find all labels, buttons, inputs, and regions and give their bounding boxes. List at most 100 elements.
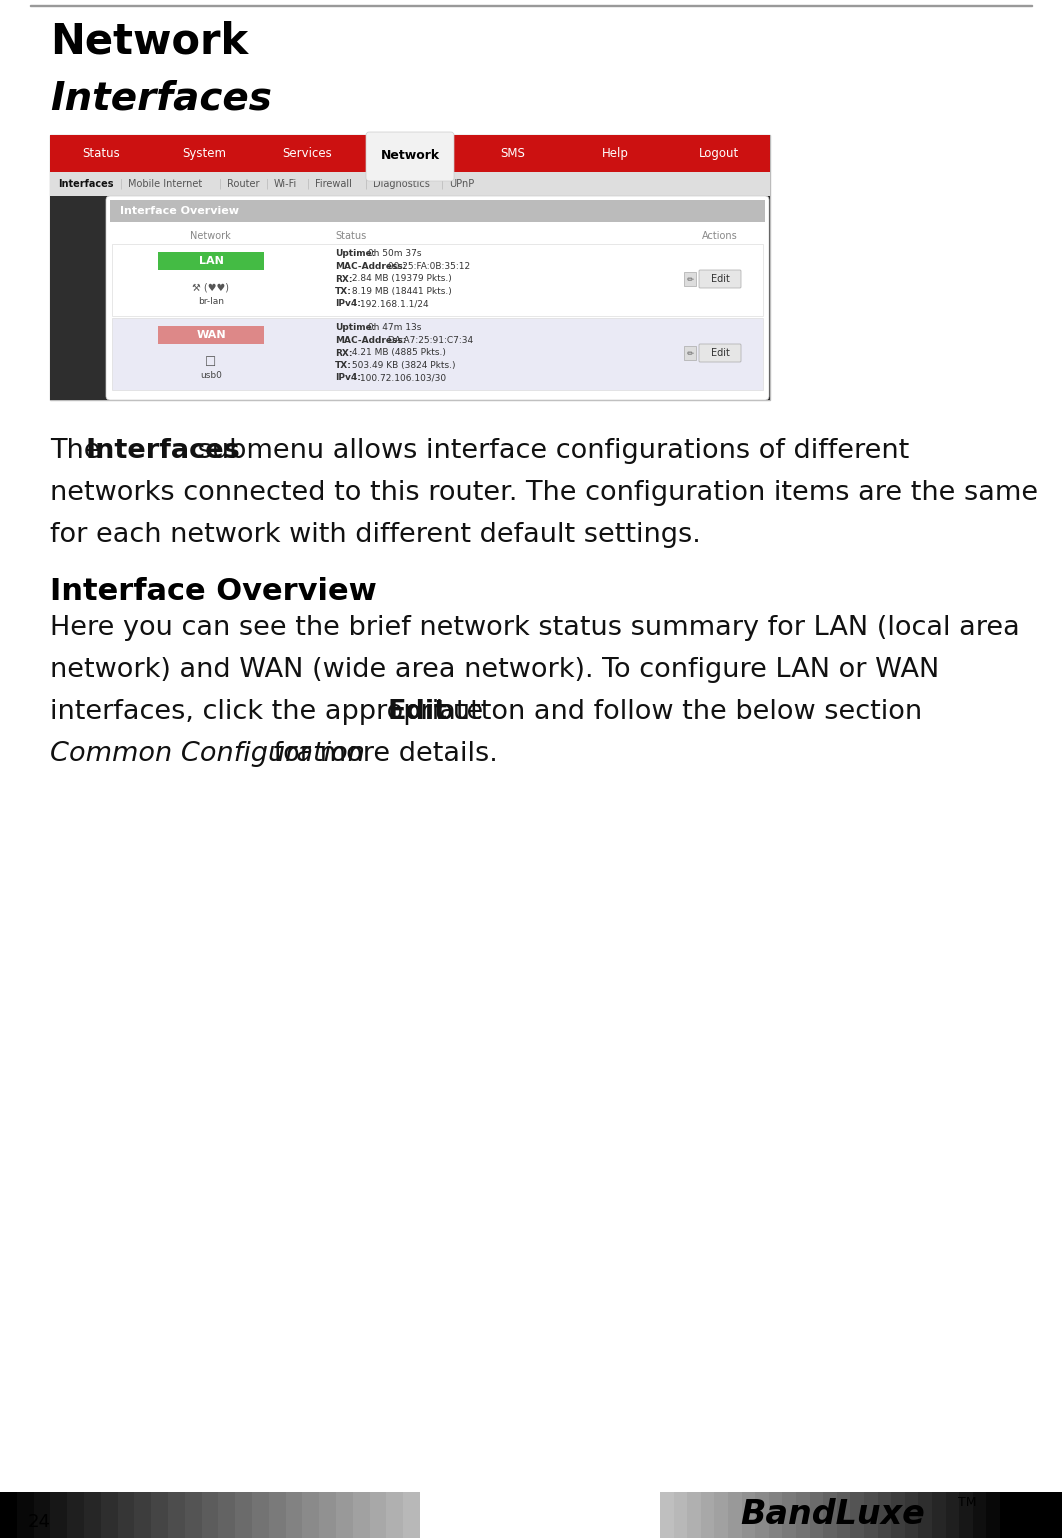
Text: TM: TM bbox=[958, 1495, 976, 1509]
Bar bbox=[864, 1492, 878, 1538]
Bar bbox=[673, 1492, 688, 1538]
Text: Interface Overview: Interface Overview bbox=[120, 206, 239, 215]
Text: |: | bbox=[441, 178, 444, 189]
Bar bbox=[320, 1492, 337, 1538]
Bar bbox=[0, 1492, 18, 1538]
Text: network) and WAN (wide area network). To configure LAN or WAN: network) and WAN (wide area network). To… bbox=[50, 657, 939, 683]
FancyBboxPatch shape bbox=[366, 132, 453, 181]
Text: TX:: TX: bbox=[335, 361, 352, 371]
Bar bbox=[112, 318, 763, 391]
Text: Interface Overview: Interface Overview bbox=[50, 577, 377, 606]
Text: Status: Status bbox=[335, 231, 366, 241]
Bar bbox=[185, 1492, 203, 1538]
Text: |: | bbox=[365, 178, 369, 189]
Bar bbox=[50, 135, 770, 400]
Text: ✏: ✏ bbox=[686, 274, 693, 283]
Text: Firewall: Firewall bbox=[314, 178, 352, 189]
Bar bbox=[151, 1492, 169, 1538]
Text: |: | bbox=[266, 178, 269, 189]
Bar bbox=[741, 1492, 756, 1538]
Bar bbox=[50, 172, 770, 195]
Bar bbox=[851, 1492, 866, 1538]
Bar bbox=[110, 200, 765, 221]
Text: Help: Help bbox=[602, 148, 629, 160]
Text: interfaces, click the appropriate: interfaces, click the appropriate bbox=[50, 698, 492, 724]
FancyBboxPatch shape bbox=[106, 195, 769, 400]
Text: Edit: Edit bbox=[387, 698, 447, 724]
Bar bbox=[987, 1492, 1001, 1538]
Text: 8.19 MB (18441 Pkts.): 8.19 MB (18441 Pkts.) bbox=[349, 288, 451, 295]
Bar bbox=[919, 1492, 933, 1538]
Bar bbox=[1000, 1492, 1062, 1538]
Text: Actions: Actions bbox=[702, 231, 738, 241]
Bar bbox=[959, 1492, 974, 1538]
Bar bbox=[202, 1492, 220, 1538]
Bar bbox=[715, 1492, 729, 1538]
Text: Network: Network bbox=[190, 231, 230, 241]
Bar bbox=[809, 1492, 824, 1538]
Bar bbox=[945, 1492, 960, 1538]
Bar bbox=[932, 1492, 946, 1538]
Text: networks connected to this router. The configuration items are the same: networks connected to this router. The c… bbox=[50, 480, 1039, 506]
Text: IPv4:: IPv4: bbox=[335, 300, 361, 309]
Text: MAC-Address:: MAC-Address: bbox=[335, 261, 407, 271]
Text: 100.72.106.103/30: 100.72.106.103/30 bbox=[357, 374, 446, 383]
Text: Here you can see the brief network status summary for LAN (local area: Here you can see the brief network statu… bbox=[50, 615, 1020, 641]
Text: Edit: Edit bbox=[710, 274, 730, 285]
Text: MAC-Address:: MAC-Address: bbox=[335, 335, 407, 345]
Text: |: | bbox=[307, 178, 310, 189]
Bar bbox=[269, 1492, 287, 1538]
Text: 24: 24 bbox=[28, 1513, 51, 1530]
Text: br-lan: br-lan bbox=[198, 297, 224, 306]
Text: Uptime:: Uptime: bbox=[335, 323, 375, 332]
Text: 0h 50m 37s: 0h 50m 37s bbox=[365, 249, 422, 258]
Text: Interfaces: Interfaces bbox=[50, 80, 272, 118]
Text: 4.21 MB (4885 Pkts.): 4.21 MB (4885 Pkts.) bbox=[349, 349, 446, 357]
FancyBboxPatch shape bbox=[699, 271, 741, 288]
Bar bbox=[50, 195, 770, 400]
Bar bbox=[118, 1492, 135, 1538]
Text: 2.84 MB (19379 Pkts.): 2.84 MB (19379 Pkts.) bbox=[349, 274, 451, 283]
Bar bbox=[303, 1492, 321, 1538]
Bar bbox=[837, 1492, 852, 1538]
Bar bbox=[370, 1492, 388, 1538]
Bar bbox=[158, 326, 264, 345]
Bar bbox=[891, 1492, 906, 1538]
Bar bbox=[34, 1492, 51, 1538]
Bar bbox=[877, 1492, 892, 1538]
Text: UPnP: UPnP bbox=[449, 178, 475, 189]
Bar bbox=[50, 1492, 68, 1538]
Text: SMS: SMS bbox=[500, 148, 526, 160]
Text: IPv4:: IPv4: bbox=[335, 374, 361, 383]
Bar bbox=[905, 1492, 920, 1538]
Text: 0h 47m 13s: 0h 47m 13s bbox=[365, 323, 422, 332]
Bar bbox=[67, 1492, 85, 1538]
Text: Uptime:: Uptime: bbox=[335, 249, 375, 258]
Bar bbox=[84, 1492, 102, 1538]
Bar bbox=[353, 1492, 371, 1538]
Text: Network: Network bbox=[380, 149, 440, 161]
Text: Interfaces: Interfaces bbox=[58, 178, 114, 189]
Text: Network: Network bbox=[50, 20, 249, 62]
Bar bbox=[660, 1492, 674, 1538]
Text: ✏: ✏ bbox=[686, 349, 693, 357]
Bar bbox=[158, 252, 264, 271]
Text: Router: Router bbox=[227, 178, 259, 189]
Text: for each network with different default settings.: for each network with different default … bbox=[50, 521, 701, 548]
Bar bbox=[135, 1492, 152, 1538]
Bar bbox=[755, 1492, 770, 1538]
Text: 192.168.1.1/24: 192.168.1.1/24 bbox=[357, 300, 429, 309]
Text: TX:: TX: bbox=[335, 288, 352, 295]
Text: Diagnostics: Diagnostics bbox=[373, 178, 430, 189]
Text: Status: Status bbox=[83, 148, 120, 160]
FancyBboxPatch shape bbox=[699, 345, 741, 361]
Text: The: The bbox=[50, 438, 109, 464]
Text: usb0: usb0 bbox=[200, 372, 222, 380]
Text: WAN: WAN bbox=[196, 331, 226, 340]
Text: |: | bbox=[219, 178, 222, 189]
Text: Interfaces: Interfaces bbox=[86, 438, 241, 464]
Bar bbox=[17, 1492, 35, 1538]
Text: ⚒ (♥♥): ⚒ (♥♥) bbox=[192, 283, 229, 294]
Bar bbox=[684, 346, 696, 360]
Text: for more details.: for more details. bbox=[266, 741, 498, 767]
